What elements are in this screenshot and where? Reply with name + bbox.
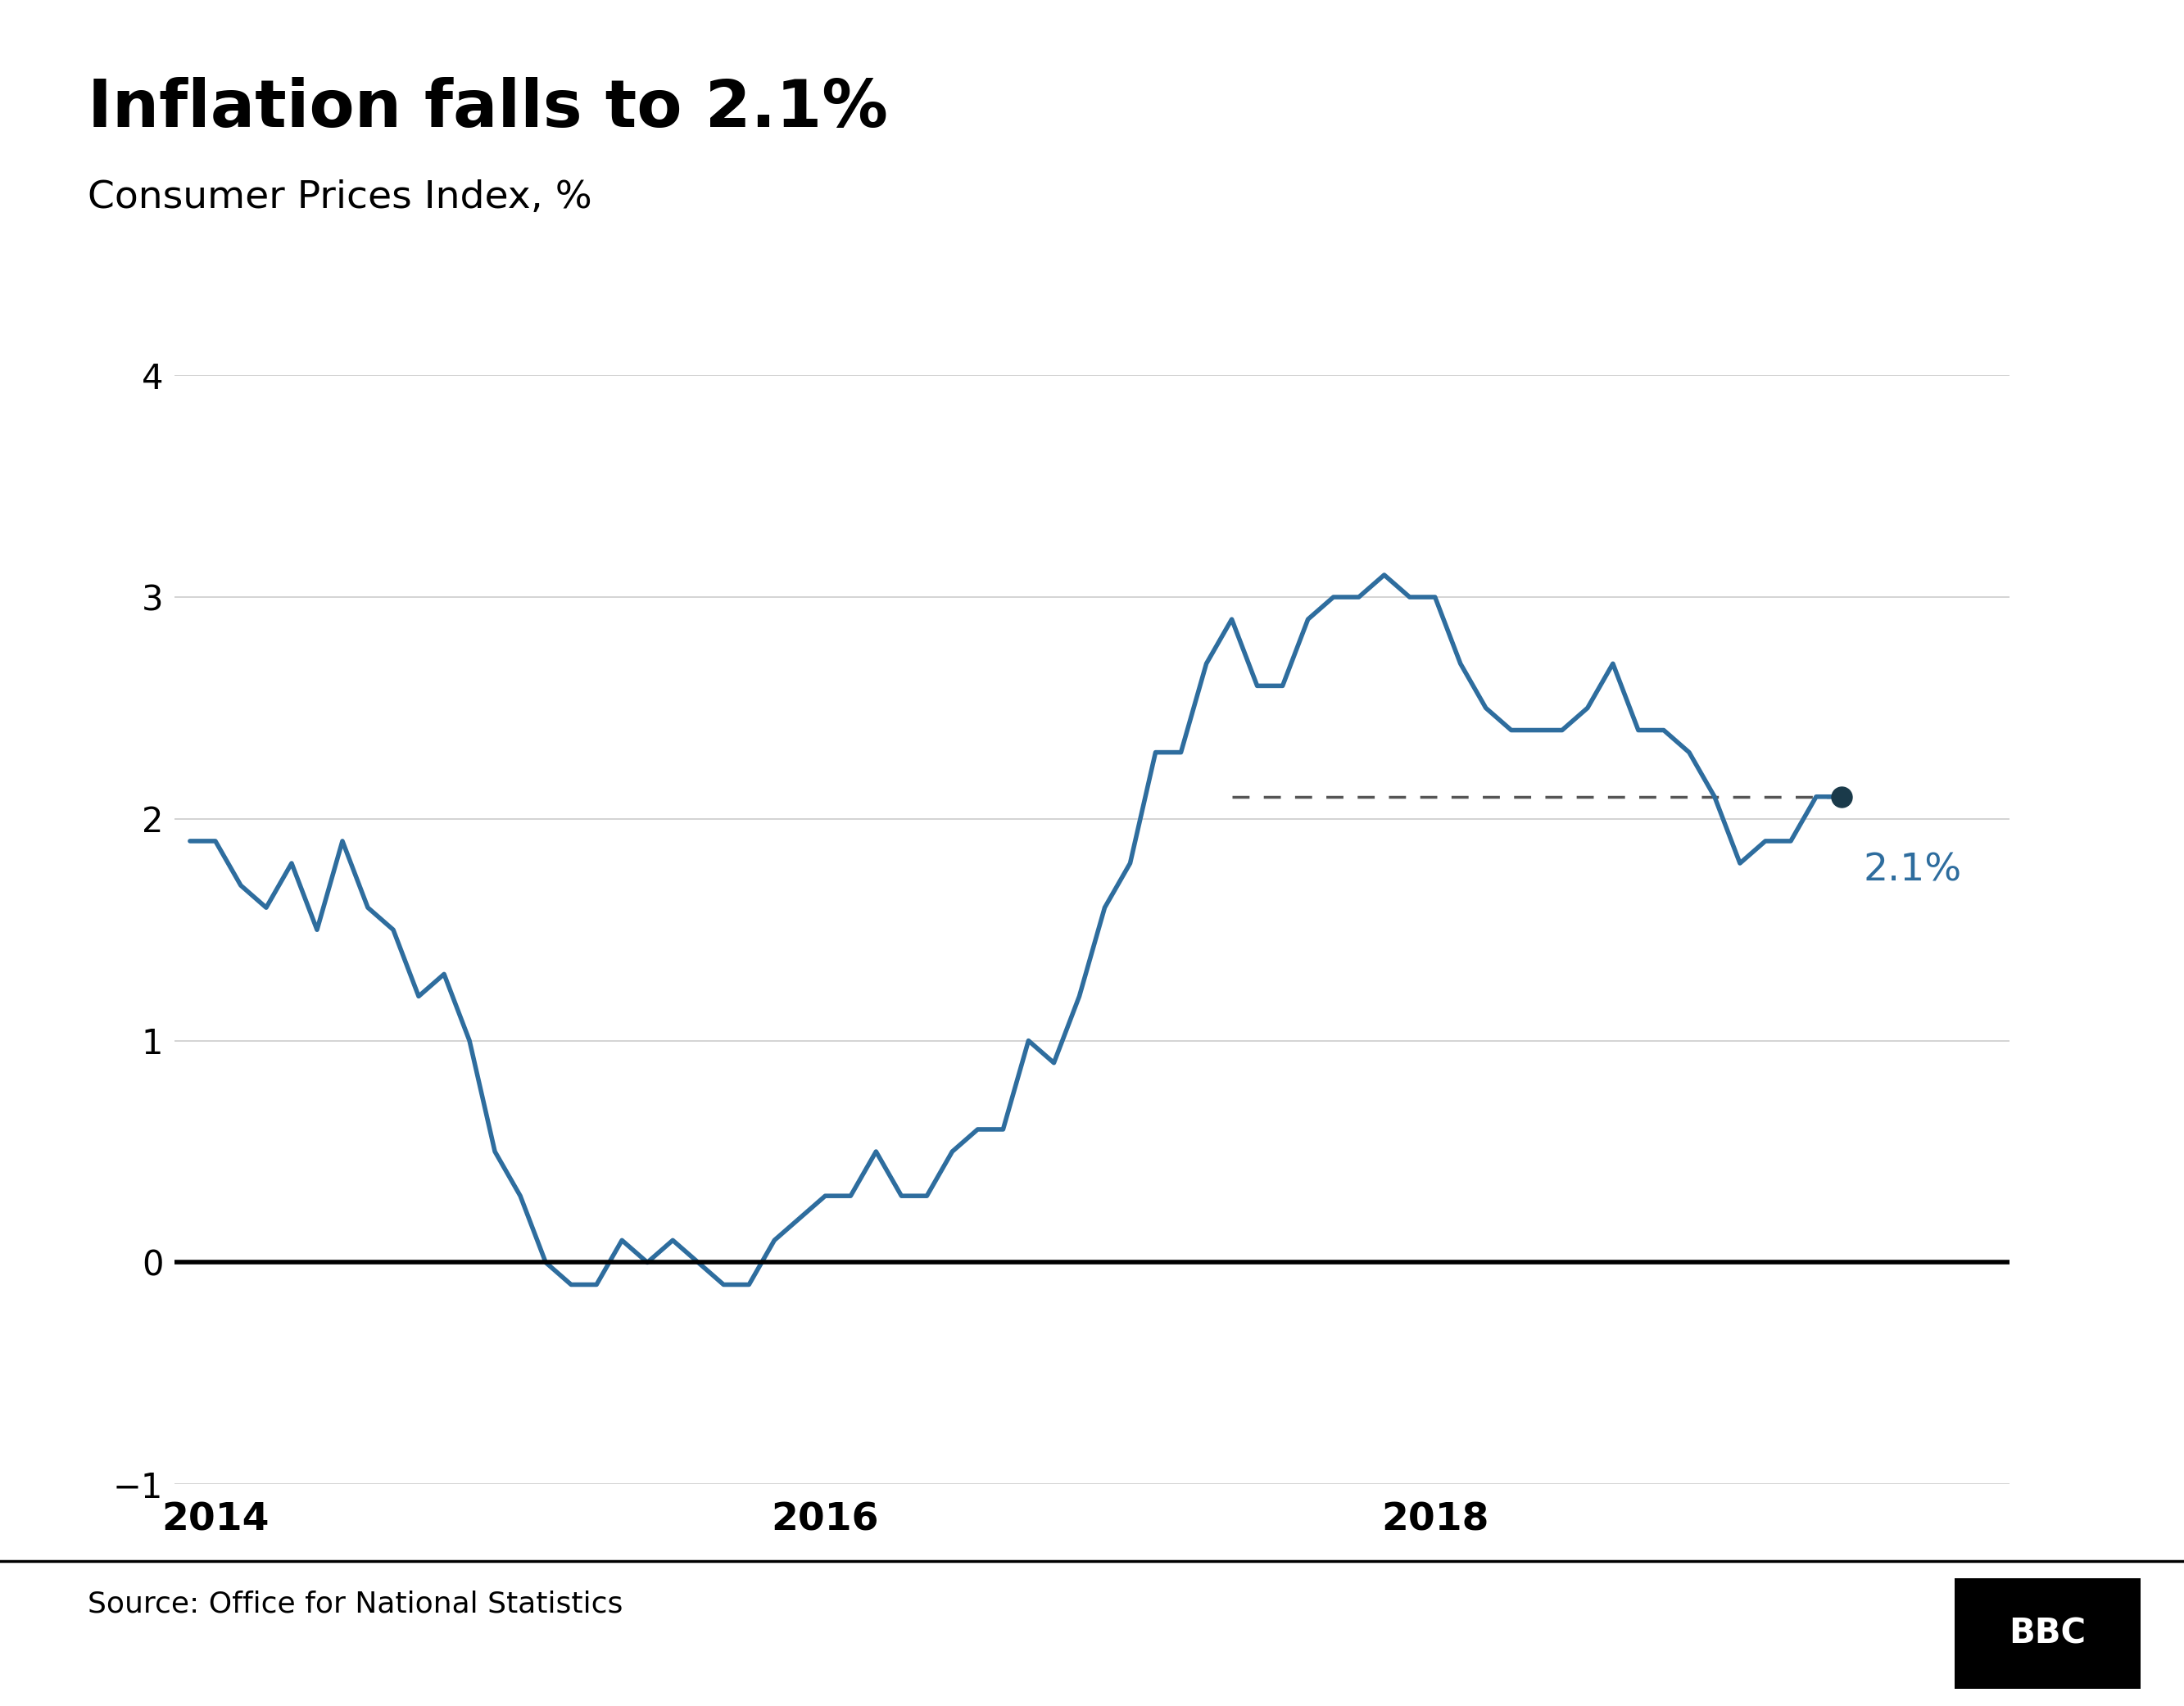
- Text: Inflation falls to 2.1%: Inflation falls to 2.1%: [87, 77, 887, 140]
- Text: Consumer Prices Index, %: Consumer Prices Index, %: [87, 179, 592, 217]
- Text: Source: Office for National Statistics: Source: Office for National Statistics: [87, 1590, 622, 1617]
- Text: BBC: BBC: [2009, 1616, 2086, 1651]
- Text: 2.1%: 2.1%: [1863, 853, 1961, 889]
